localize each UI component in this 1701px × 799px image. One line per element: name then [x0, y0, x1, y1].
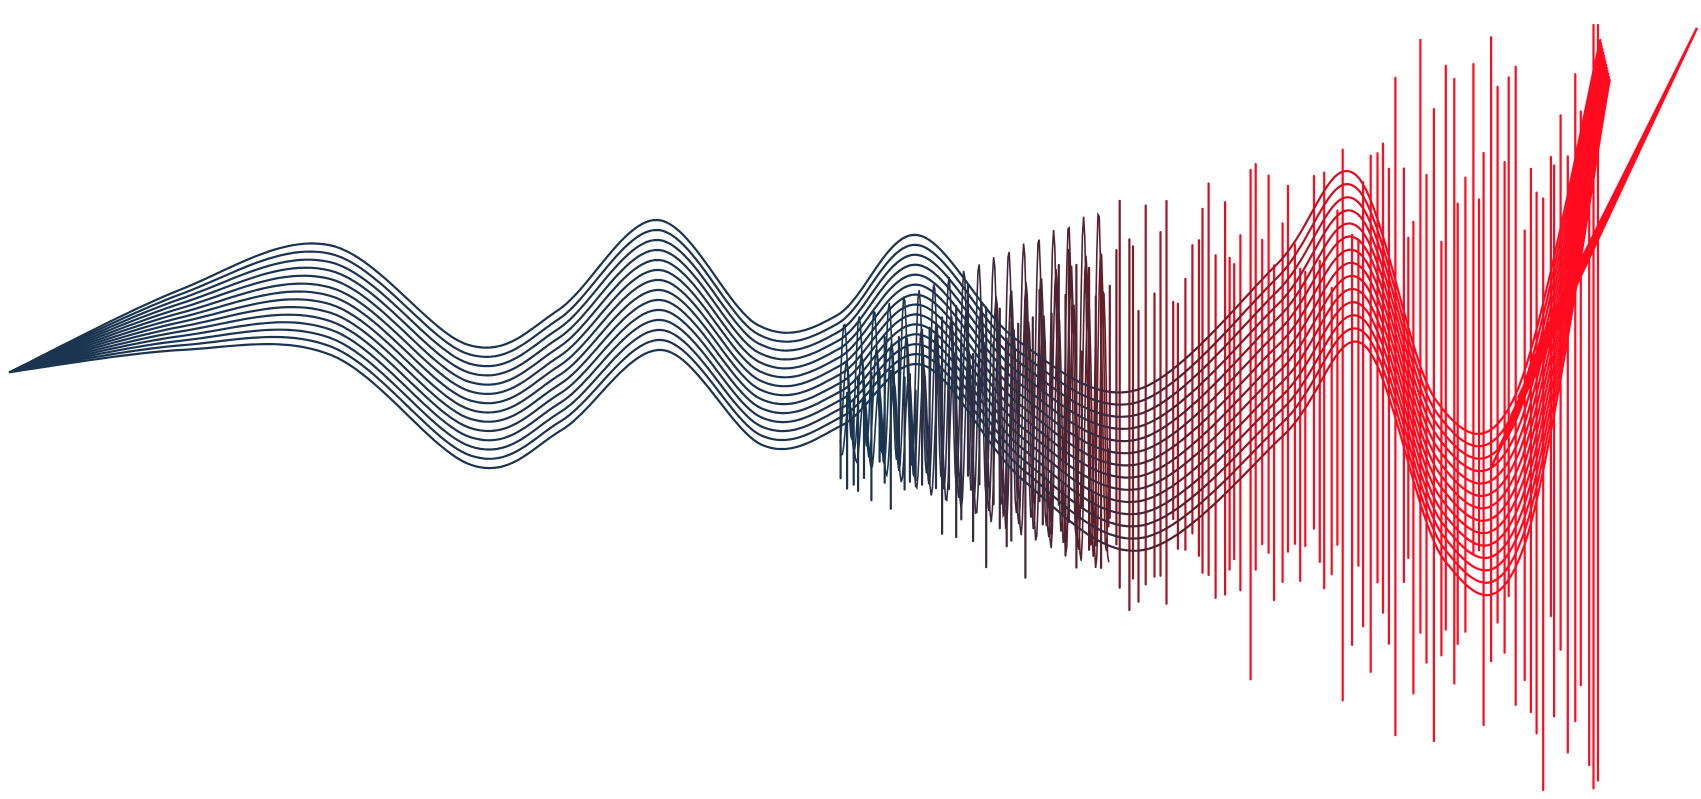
- wave-band-line: [8, 45, 1603, 460]
- wave-band-line: [8, 42, 1603, 448]
- wave-band-line: [8, 78, 1611, 597]
- wave-band-line: [8, 51, 1605, 485]
- wave-tip-layer: [1488, 27, 1699, 471]
- wave-band-line: [8, 60, 1607, 522]
- wave-band-layer: [8, 38, 1611, 597]
- wave-band-line: [8, 69, 1609, 560]
- wave-band-line: [8, 48, 1604, 473]
- wave-band-line: [8, 72, 1610, 572]
- wave-band-line: [8, 63, 1608, 535]
- wave-band-line: [8, 38, 1602, 435]
- wave-tip-lines: [1488, 27, 1699, 471]
- wave-band-line: [8, 66, 1608, 547]
- wave-band-line: [8, 57, 1606, 510]
- wave-band-line: [8, 75, 1611, 584]
- wave-band-line: [8, 54, 1605, 498]
